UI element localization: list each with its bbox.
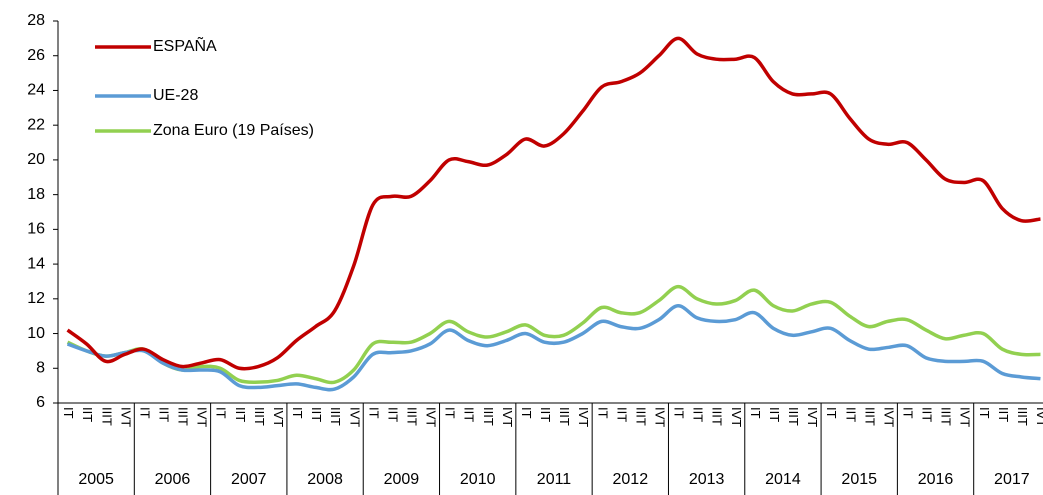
x-tick-label: IVT [424,407,439,427]
x-tick-label: IT [443,407,458,419]
x-tick-label: IIT [462,407,477,422]
year-label: 2008 [307,471,343,488]
x-tick-label: IT [290,407,305,419]
y-tick-label: 8 [36,359,45,376]
x-tick-label: IIIT [557,407,572,426]
x-tick-label: IIIT [252,407,267,426]
series-line [66,36,1041,371]
y-tick-label: 10 [27,325,45,342]
legend-label: Zona Euro (19 Países) [153,122,314,139]
x-tick-label: IT [900,407,915,419]
x-tick-label: IT [977,407,992,419]
x-tick-label: IT [519,407,534,419]
year-label: 2010 [460,471,496,488]
x-tick-label: IVT [500,407,515,427]
x-tick-label: IIIT [481,407,496,426]
x-tick-label: IVT [576,407,591,427]
x-tick-label: IIT [80,407,95,422]
year-label: 2009 [384,471,420,488]
legend-label: ESPAÑA [153,35,217,55]
x-tick-label: IIIT [786,407,801,426]
x-tick-label: IIT [385,407,400,422]
x-tick-label: IIIT [633,407,648,426]
x-tick-label: IVT [118,407,133,427]
x-tick-label: IIT [691,407,706,422]
x-tick-label: IIIT [862,407,877,426]
series-line [66,284,1041,385]
x-tick-label: IT [824,407,839,419]
x-tick-label: IVT [805,407,820,427]
y-tick-label: 16 [27,221,45,238]
x-tick-label: IT [748,407,763,419]
year-label: 2011 [537,471,572,488]
x-tick-label: IIT [920,407,935,422]
x-tick-label: IVT [195,407,210,427]
year-label: 2006 [155,471,191,488]
x-tick-label: IIIT [99,407,114,426]
x-tick-label: IIIT [404,407,419,426]
year-label: 2017 [994,471,1030,488]
x-tick-label: IT [61,407,76,419]
x-tick-label: IIIT [176,407,191,426]
x-tick-label: IVT [881,407,896,427]
y-tick-label: 28 [27,12,45,29]
year-label: 2013 [689,471,725,488]
x-tick-label: IIIT [710,407,725,426]
x-tick-label: IIT [156,407,171,422]
y-tick-label: 26 [27,47,45,64]
year-label: 2016 [918,471,954,488]
year-label: 2015 [841,471,877,488]
y-tick-label: 22 [27,116,45,133]
x-tick-label: IT [366,407,381,419]
x-tick-label: IT [137,407,152,419]
y-tick-label: 24 [27,82,45,99]
x-tick-label: IIT [309,407,324,422]
x-tick-label: IT [214,407,229,419]
x-tick-label: IIT [843,407,858,422]
series-line [66,304,1041,392]
x-tick-label: IVT [958,407,973,427]
x-tick-label: IIT [233,407,248,422]
x-tick-label: IVT [271,407,286,427]
x-tick-label: IIT [614,407,629,422]
x-tick-label: IVT [347,407,362,427]
x-tick-label: IT [595,407,610,419]
x-tick-label: IT [672,407,687,419]
y-tick-label: 12 [27,290,45,307]
x-tick-label: IVT [652,407,667,427]
year-label: 2005 [78,471,114,488]
year-label: 2007 [231,471,267,488]
x-tick-label: IIIT [939,407,954,426]
x-tick-label: IVT [1034,407,1043,427]
y-tick-label: 20 [27,151,45,168]
x-tick-label: IVT [729,407,744,427]
y-tick-label: 14 [27,255,45,272]
y-tick-label: 18 [27,186,45,203]
x-tick-label: IIT [767,407,782,422]
legend-label: UE-28 [153,87,198,104]
x-tick-label: IIT [538,407,553,422]
year-label: 2012 [613,471,649,488]
x-tick-label: IIIT [1015,407,1030,426]
x-tick-label: IIT [996,407,1011,422]
y-tick-label: 6 [36,394,45,411]
year-label: 2014 [765,471,801,488]
x-tick-label: IIIT [328,407,343,426]
